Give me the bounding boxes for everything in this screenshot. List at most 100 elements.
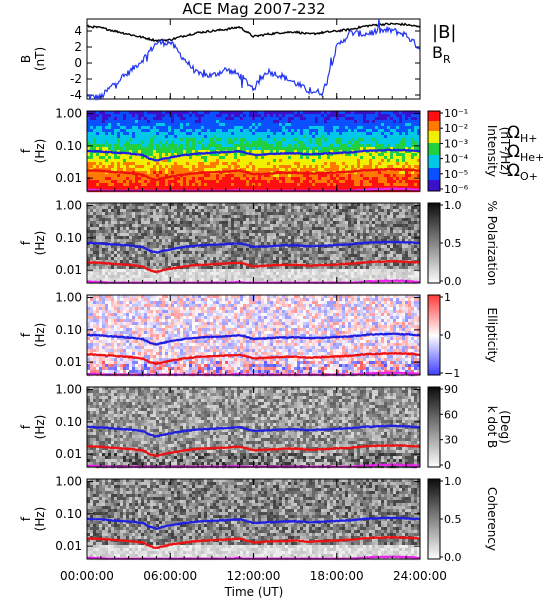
ellipticity-colorbar-tick-label: 0	[444, 329, 451, 342]
legend-omega-o: ΩO+	[507, 161, 538, 183]
legend-omega-o-sub: O+	[520, 170, 538, 183]
kdotb-ytick-label: 0.01	[55, 447, 82, 461]
kdotb-ytick-label: 0.10	[55, 415, 82, 429]
intensity-colorbar-tick-label: 10⁻⁵	[444, 168, 468, 181]
intensity-colorbar-tick-label: 10⁻⁴	[444, 153, 469, 166]
polarization-ylabel: f	[19, 240, 33, 245]
polarization-colorbar-tick-label: 0.0	[444, 275, 462, 288]
ellipticity-ylabel-units: (Hz)	[33, 323, 47, 348]
gyrofrequency-He-line	[86, 535, 421, 550]
kdotb-colorbar-frame	[427, 386, 441, 468]
time-axis: 00:00:00 06:00:00 12:00:00 18:00:00 24:00:00	[60, 19, 447, 583]
gyrofrequency-He-line	[86, 167, 421, 182]
ellipticity-ytick-label: 0.10	[55, 323, 82, 337]
gyrofrequency-He-line	[86, 259, 421, 274]
b-field-axes: 4 2 0 -2 -4	[70, 24, 420, 102]
ellipticity-colorbar-tick-label: 1	[444, 291, 451, 304]
ellipticity-ylabel: f	[19, 332, 33, 337]
intensity-colorbar-tick-label: 10⁻³	[444, 137, 468, 150]
kdotb-ylabel-units: (Hz)	[33, 415, 47, 440]
intensity-colorbar-label-units: (nT²/Hz)	[498, 127, 512, 175]
coherency-ylabel: f	[19, 516, 33, 521]
polarization-ytick-label: 0.01	[55, 263, 82, 277]
spectral-panels: 1.000.100.01f (Hz)10⁻¹10⁻²10⁻³10⁻⁴10⁻⁵10⁻…	[19, 107, 512, 564]
intensity-ytick-label: 1.00	[55, 107, 82, 121]
gyrofrequency-He-line	[86, 443, 421, 458]
ellipticity-colorbar-label: Ellipticity	[485, 308, 499, 363]
coherency-colorbar-tick-label: 0.5	[444, 513, 462, 526]
b-field-panel: 420-2-4 B (nT) |B| BR	[19, 18, 456, 102]
ellipticity-heatmap	[87, 295, 421, 377]
kdotb-colorbar-label: k dot B	[485, 406, 499, 448]
polarization-colorbar: 1.0 0.5 0.0 % Polarization	[427, 199, 499, 288]
coherency-panel: 1.00 0.10 0.01 f (Hz) 1.0 0.5 0.0 Coherency	[19, 475, 499, 564]
x-tick-label: 00:00:00	[60, 569, 114, 583]
polarization-colorbar-label: % Polarization	[485, 201, 499, 286]
intensity-colorbar-tick-label: 10⁻²	[444, 122, 468, 135]
b-ytick-label: 0	[74, 56, 82, 70]
x-axis-label: Time (UT)	[224, 585, 284, 599]
legend-omega-he-sub: He+	[520, 151, 544, 164]
ellipticity-colorbar-tick-label: −1	[444, 367, 460, 380]
kdotb-ylabel: f	[19, 424, 33, 429]
intensity-ylabel: f	[19, 148, 33, 153]
ellipticity-ytick-label: 1.00	[55, 291, 82, 305]
kdotb-colorbar-tick-label: 60	[444, 408, 458, 421]
intensity-colorbar-frame	[427, 110, 441, 192]
ellipticity-panel: 1.00 0.10 0.01 f (Hz) 1 0 −1 Ellipticity	[19, 291, 499, 380]
polarization-colorbar-tick-label: 0.5	[444, 237, 462, 250]
figure-title: ACE Mag 2007-232	[182, 0, 325, 18]
legend-omega-he-symbol: Ω	[507, 142, 520, 162]
intensity-ytick-label: 0.01	[55, 171, 82, 185]
coherency-colorbar-tick-label: 0.0	[444, 551, 462, 564]
b-radial-line	[86, 18, 421, 102]
kdotb-colorbar-tick-label: 0	[444, 459, 451, 472]
b-ytick-label: -2	[70, 72, 82, 86]
intensity-colorbar: 10⁻¹ 10⁻² 10⁻³ 10⁻⁴ 10⁻⁵ 10⁻⁶ Intensity (nT²/Hz…	[427, 107, 512, 196]
legend-omega-he: ΩHe+	[507, 142, 544, 164]
coherency-heatmap	[87, 479, 421, 561]
legend-omega-h-sub: H+	[520, 132, 538, 145]
x-tick-label: 12:00:00	[227, 569, 281, 583]
kdotb-ytick-label: 1.00	[55, 383, 82, 397]
polarization-ylabel-units: (Hz)	[33, 231, 47, 256]
legend-b-radial: BR	[432, 43, 451, 66]
coherency-ytick-label: 1.00	[55, 475, 82, 489]
polarization-ytick-label: 0.10	[55, 231, 82, 245]
gyrofrequency-H-line	[86, 424, 421, 438]
gyrofrequency-He-line	[86, 351, 421, 366]
x-tick-label: 24:00:00	[393, 569, 447, 583]
gyrofrequency-H-line	[86, 240, 421, 254]
kdotb-colorbar: 90 60 30 0 k dot B (Deg)	[427, 383, 512, 472]
coherency-colorbar: 1.0 0.5 0.0 Coherency	[427, 475, 499, 564]
kdotb-colorbar-label-units: (Deg)	[498, 410, 512, 444]
coherency-ytick-label: 0.10	[55, 507, 82, 521]
coherency-colorbar-label: Coherency	[485, 487, 499, 551]
intensity-colorbar-label: Intensity	[485, 125, 499, 177]
intensity-ytick-label: 0.10	[55, 139, 82, 153]
b-field-frame	[86, 18, 421, 100]
kdotb-colorbar-tick-label: 90	[444, 383, 458, 396]
intensity-ylabel-units: (Hz)	[33, 139, 47, 164]
coherency-colorbar-tick-label: 1.0	[444, 475, 462, 488]
b-ytick-label: 4	[74, 24, 82, 38]
polarization-heatmap	[87, 203, 421, 285]
kdotb-panel: 1.00 0.10 0.01 f (Hz) 90 60 30 0 k dot B (Deg)	[19, 383, 512, 472]
b-ytick-label: -4	[70, 88, 82, 102]
b-ylabel-units: (nT)	[33, 47, 47, 71]
intensity-colorbar-tick-label: 10⁻¹	[444, 107, 468, 120]
intensity-panel: 1.000.100.01f (Hz)10⁻¹10⁻²10⁻³10⁻⁴10⁻⁵10⁻…	[19, 107, 512, 196]
legend-b-radial-main: B	[432, 43, 443, 62]
b-ytick-label: 2	[74, 40, 82, 54]
ellipticity-colorbar: 1 0 −1 Ellipticity	[427, 291, 499, 380]
gyro-legend: ΩH+ ΩHe+ ΩO+	[507, 123, 544, 183]
kdotb-colorbar-tick-label: 30	[444, 434, 458, 447]
legend-omega-h: ΩH+	[507, 123, 538, 145]
legend-omega-o-symbol: Ω	[507, 161, 520, 181]
b-magnitude-line	[86, 22, 421, 43]
legend-b-radial-sub: R	[443, 53, 451, 66]
gyrofrequency-H-line	[86, 332, 420, 346]
x-tick-label: 18:00:00	[310, 569, 364, 583]
x-tick-label: 06:00:00	[143, 569, 197, 583]
